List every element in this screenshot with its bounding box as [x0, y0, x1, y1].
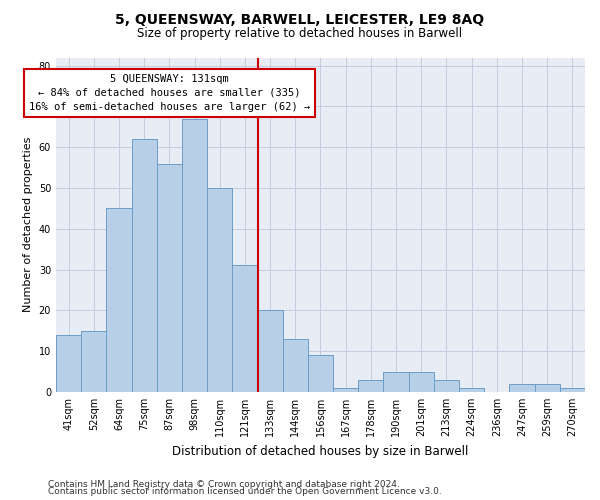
- Bar: [232, 266, 257, 392]
- Text: 5 QUEENSWAY: 131sqm
← 84% of detached houses are smaller (335)
16% of semi-detac: 5 QUEENSWAY: 131sqm ← 84% of detached ho…: [29, 74, 310, 112]
- Bar: [358, 380, 383, 392]
- Bar: [308, 355, 333, 392]
- Text: Contains public sector information licensed under the Open Government Licence v3: Contains public sector information licen…: [48, 487, 442, 496]
- Bar: [157, 164, 182, 392]
- X-axis label: Distribution of detached houses by size in Barwell: Distribution of detached houses by size …: [172, 444, 469, 458]
- Bar: [409, 372, 434, 392]
- Y-axis label: Number of detached properties: Number of detached properties: [23, 137, 33, 312]
- Bar: [283, 339, 308, 392]
- Bar: [383, 372, 409, 392]
- Bar: [56, 335, 81, 392]
- Bar: [257, 310, 283, 392]
- Bar: [207, 188, 232, 392]
- Bar: [131, 139, 157, 392]
- Bar: [535, 384, 560, 392]
- Bar: [182, 118, 207, 392]
- Text: Size of property relative to detached houses in Barwell: Size of property relative to detached ho…: [137, 28, 463, 40]
- Bar: [81, 331, 106, 392]
- Text: Contains HM Land Registry data © Crown copyright and database right 2024.: Contains HM Land Registry data © Crown c…: [48, 480, 400, 489]
- Bar: [509, 384, 535, 392]
- Bar: [333, 388, 358, 392]
- Bar: [434, 380, 459, 392]
- Bar: [459, 388, 484, 392]
- Bar: [560, 388, 585, 392]
- Bar: [106, 208, 131, 392]
- Text: 5, QUEENSWAY, BARWELL, LEICESTER, LE9 8AQ: 5, QUEENSWAY, BARWELL, LEICESTER, LE9 8A…: [115, 12, 485, 26]
